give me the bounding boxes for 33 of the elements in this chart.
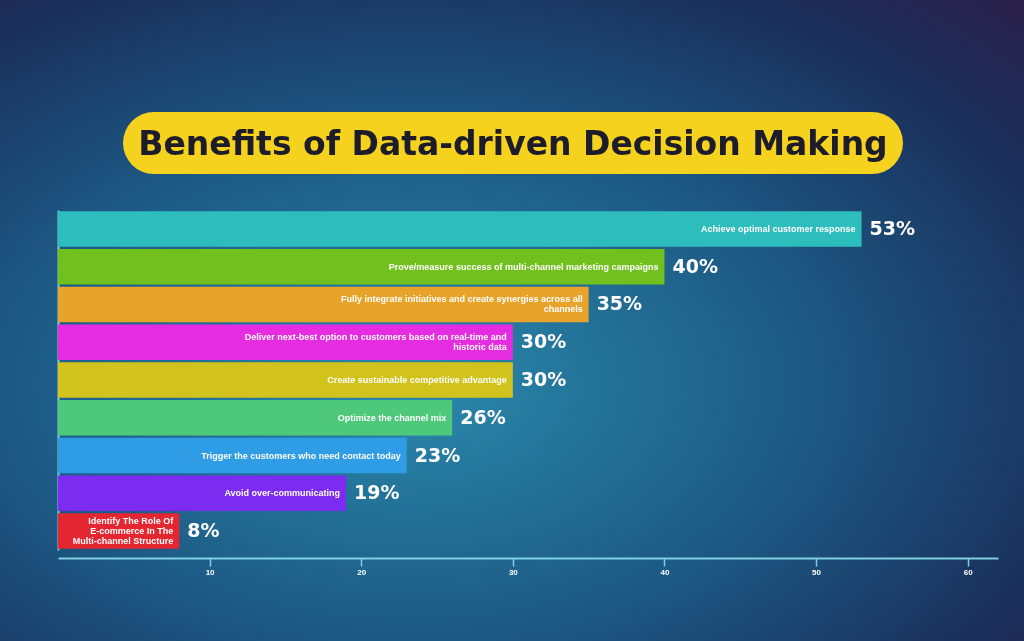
data-label: 23% xyxy=(414,443,461,466)
y-tick-label: Deliver next-best option to customers based on real-time and historic data xyxy=(244,332,508,353)
bar xyxy=(58,324,513,360)
y-tick-label: Trigger the customers who need contact today xyxy=(201,450,401,461)
bar xyxy=(58,437,407,474)
y-tick-label: Create sustainable competitive advantage xyxy=(327,375,507,385)
bar xyxy=(58,475,347,512)
x-tick-label: 20 xyxy=(357,567,367,577)
data-label: 19% xyxy=(354,481,400,504)
y-tick-label: Achieve optimal customer response xyxy=(700,223,856,234)
y-tick-label: Fully integrate initiatives and create synergies across all channels xyxy=(341,294,583,315)
bar xyxy=(58,400,453,436)
x-tick-label: 10 xyxy=(205,567,216,577)
data-label: 40% xyxy=(672,254,718,277)
y-tick-label: Identify The Role Of E-commerce In The Multi-channel Structure xyxy=(72,516,175,547)
x-tick-label: 60 xyxy=(963,567,974,577)
bar xyxy=(58,362,513,398)
y-tick-label: Avoid over-communicating xyxy=(224,488,341,499)
data-label: 30% xyxy=(520,368,567,390)
data-label: 30% xyxy=(520,330,567,353)
x-tick-label: 40 xyxy=(660,567,670,577)
bar xyxy=(58,286,589,323)
data-label: 8% xyxy=(187,519,220,542)
bar xyxy=(58,211,862,247)
data-label: 53% xyxy=(869,216,916,239)
x-tick-label: 50 xyxy=(812,567,822,577)
data-label: 35% xyxy=(596,292,643,315)
x-tick-label: 30 xyxy=(508,567,519,577)
y-tick-label: Prove/measure success of multi-channel marketing campaigns xyxy=(388,261,659,272)
y-tick-label: Optimize the channel mix xyxy=(337,412,447,423)
data-label: 26% xyxy=(460,405,506,428)
bar xyxy=(58,248,665,285)
chart-title: Benefits of Data-driven Decision Making xyxy=(123,112,903,174)
